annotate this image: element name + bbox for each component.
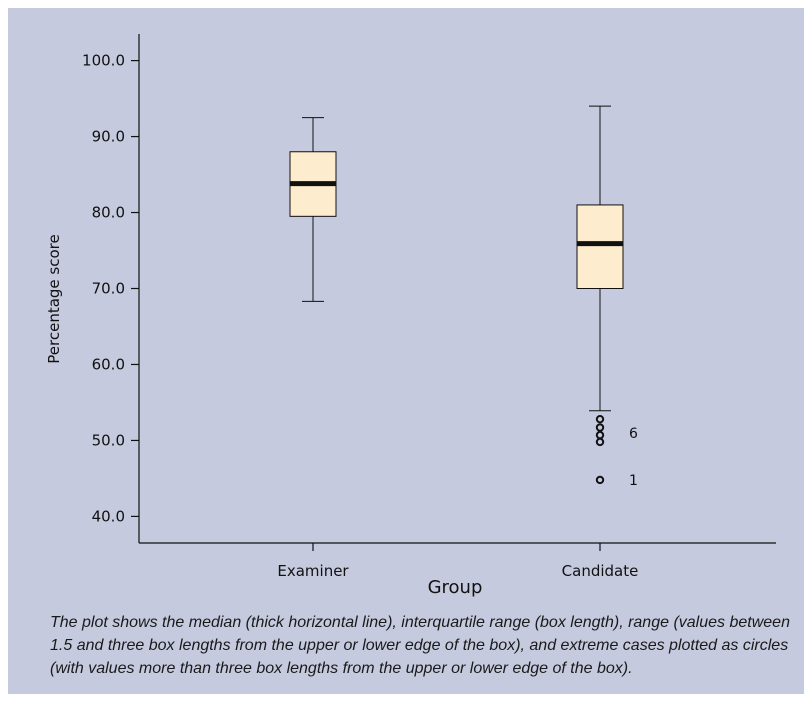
y-ticks: 40.0 50.0 60.0 70.0 80.0 90.0 100.0 [82,52,139,525]
y-tick-label: 80.0 [92,204,125,222]
y-axis-title: Percentage score [45,234,63,363]
boxes: 61 [289,105,638,489]
outlier-count-label: 6 [629,426,638,442]
axes [138,34,776,544]
y-tick-label: 60.0 [92,355,125,373]
outlier-point [595,437,605,447]
x-tick-label: Candidate [562,562,639,580]
y-tick-label: 50.0 [92,431,125,449]
x-tick-label: Examiner [277,562,349,580]
x-axis-title: Group [428,577,483,598]
chart-caption: The plot shows the median (thick horizon… [50,614,790,677]
outlier-count-label: 1 [629,473,638,489]
iqr-box [576,204,624,289]
box-candidate [576,105,624,485]
outlier-point [595,414,605,424]
y-tick-label: 70.0 [92,280,125,298]
y-tick-label: 90.0 [92,128,125,146]
chart-panel [8,8,804,694]
y-tick-label: 100.0 [82,52,125,70]
outlier-point [595,423,605,432]
x-ticks: Examiner Candidate [277,543,638,580]
box-examiner [289,117,337,302]
axis-labels: Group Percentage score [45,234,482,598]
y-tick-label: 40.0 [92,507,125,525]
outlier-point [595,430,605,440]
outlier-point [595,475,605,485]
